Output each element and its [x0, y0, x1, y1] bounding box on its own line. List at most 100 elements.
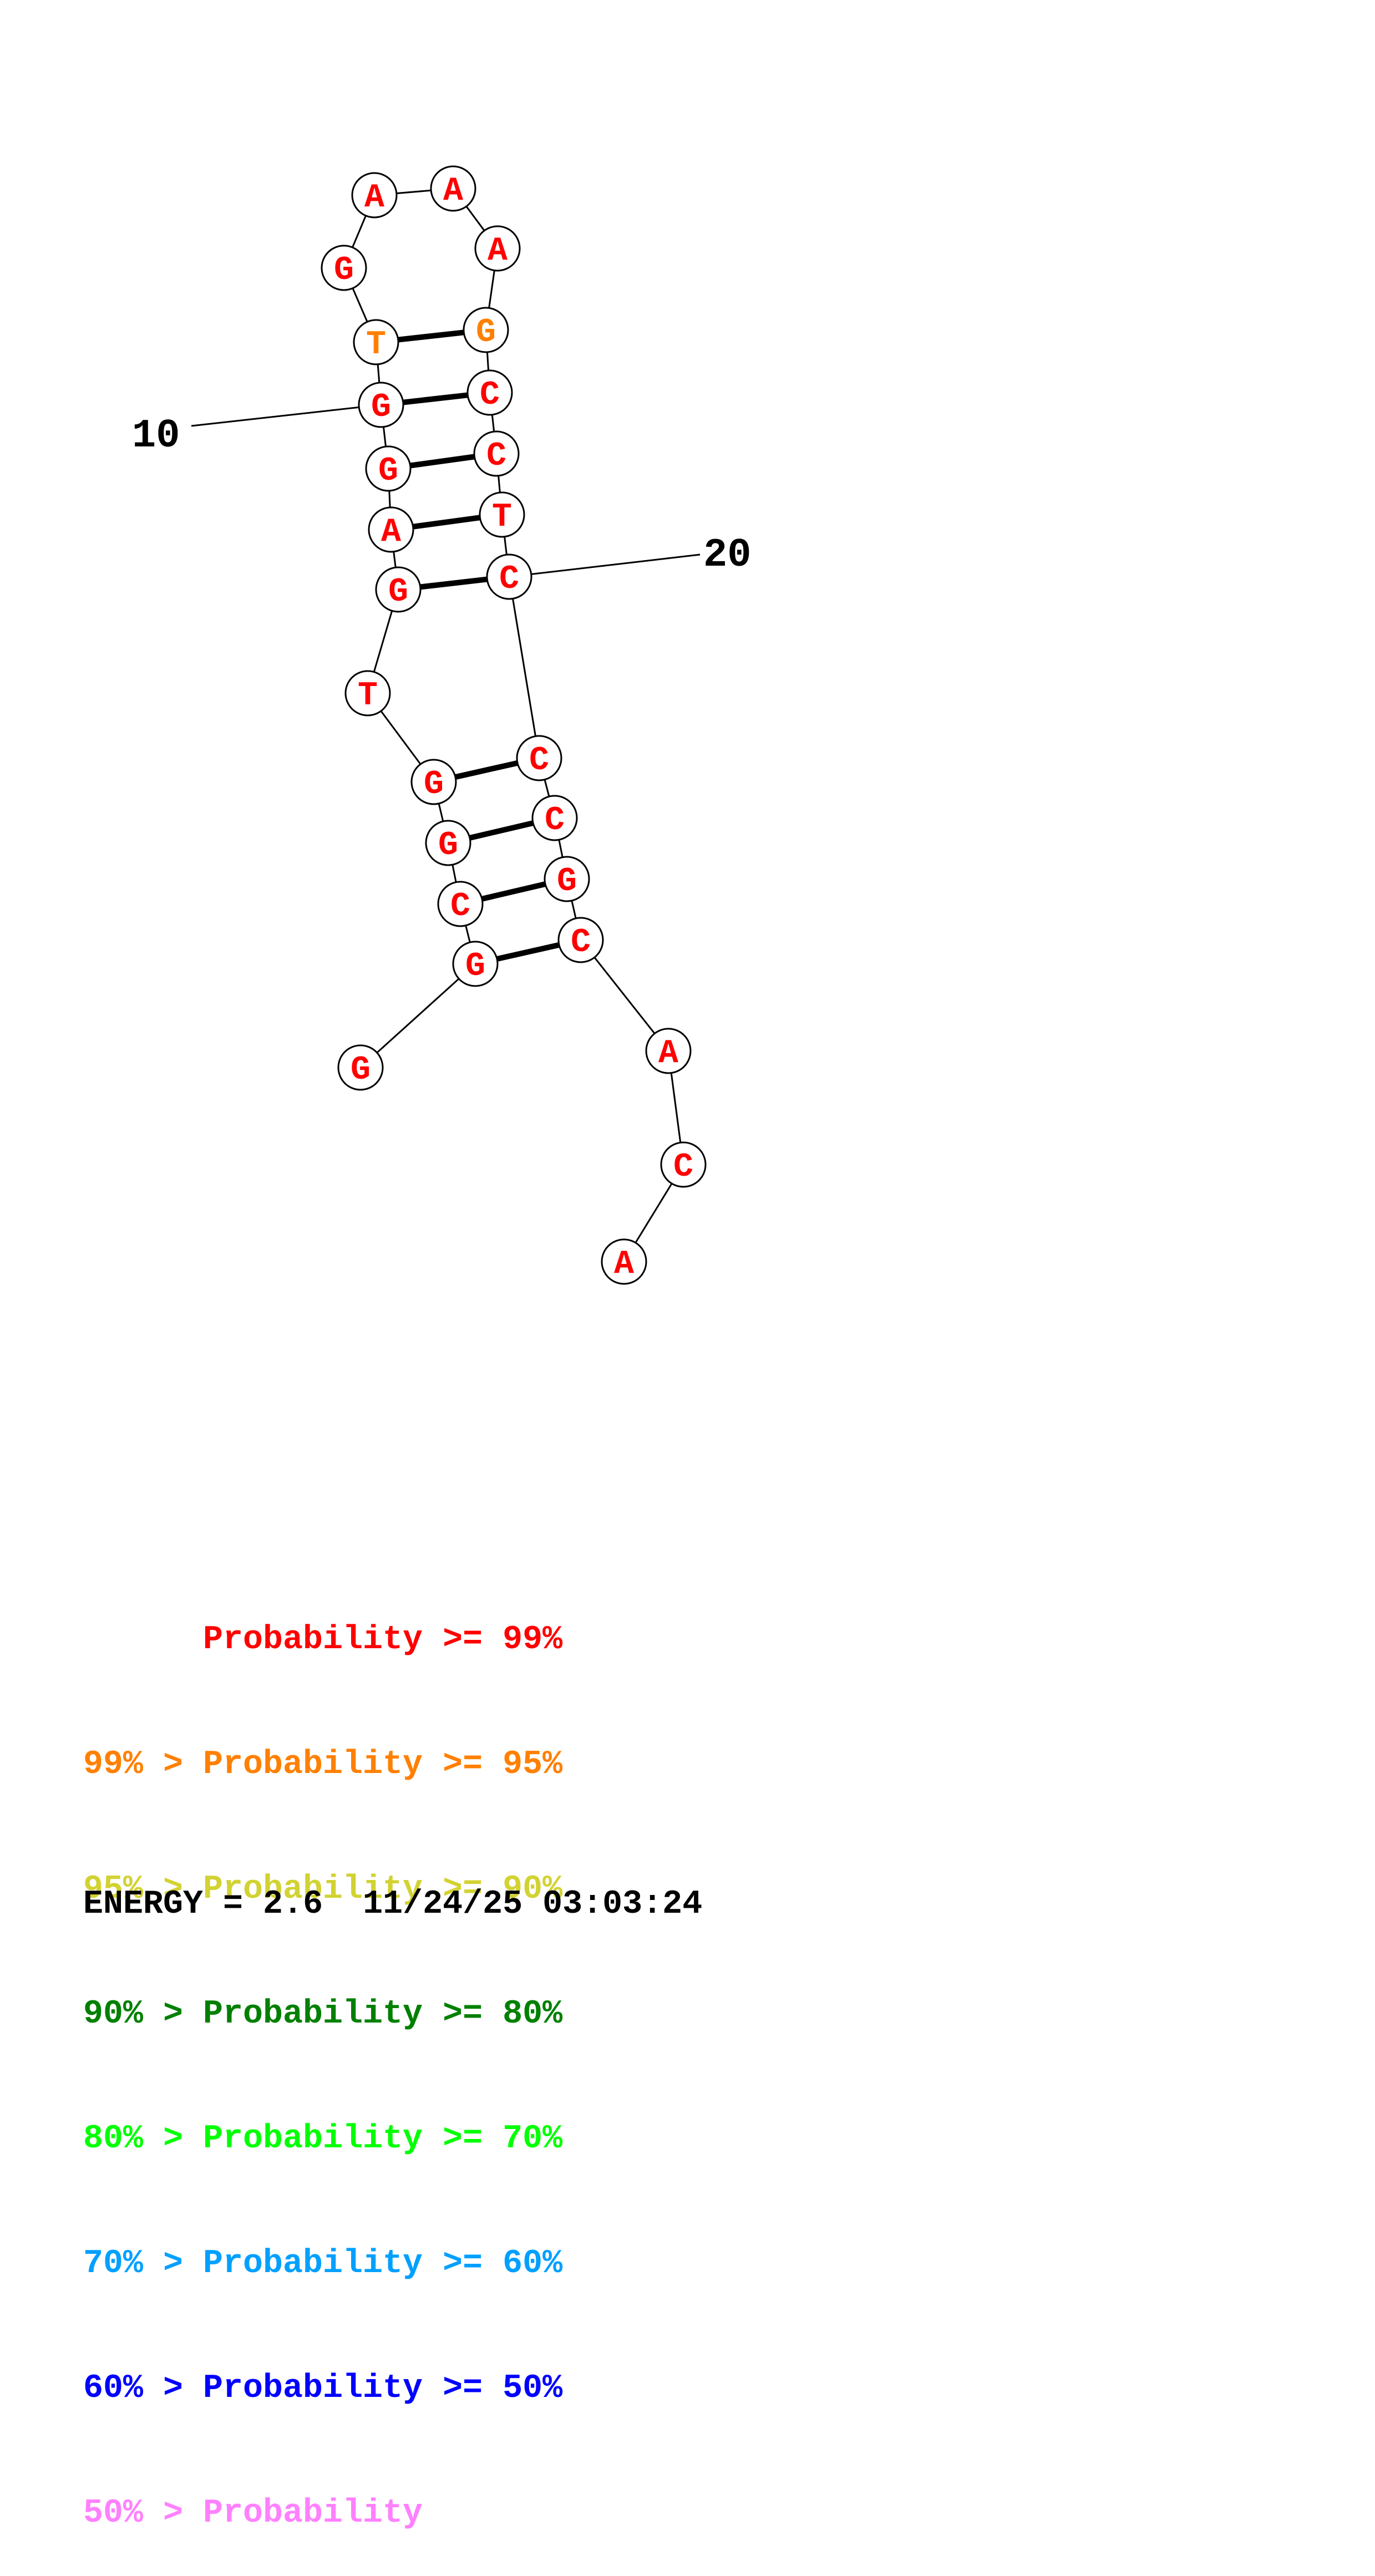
nucleotide-base: C [529, 742, 549, 780]
nucleotide-circle [375, 566, 422, 613]
base-pair-bond [481, 881, 546, 902]
nucleotide-circle [473, 430, 520, 477]
nucleotide-base: T [492, 499, 512, 536]
base-pair-bond [412, 515, 481, 530]
nucleotide: G [544, 856, 590, 902]
nucleotide-base: A [381, 514, 401, 551]
nucleotide: G [321, 245, 367, 291]
legend-left: 90% > [83, 1995, 204, 2033]
legend-label: Probability >= 60% [203, 2245, 563, 2283]
nucleotide-base: C [571, 924, 591, 962]
base-pair-bond [409, 454, 475, 469]
nucleotide: C [660, 1141, 707, 1188]
nucleotide-base: A [614, 1246, 634, 1283]
nucleotide-circle [365, 445, 412, 492]
nucleotide-circle [557, 917, 604, 963]
nucleotide: T [353, 319, 399, 365]
nucleotide: G [425, 820, 471, 866]
base-pairs [398, 329, 560, 962]
backbone-segment [359, 963, 476, 1069]
nucleotide-circle [645, 1028, 692, 1074]
probability-legend: Probability >= 99% 99% > Probability >= … [83, 1536, 562, 2576]
footer: ENERGY = 2.6 11/24/25 03:03:24 [83, 1886, 702, 1923]
nucleotide: A [474, 225, 521, 272]
nucleotide-circle [531, 795, 578, 841]
position-label: 20 [703, 532, 751, 578]
nucleotide: G [463, 307, 509, 353]
nucleotide-circle [601, 1238, 647, 1285]
position-label: 10 [132, 413, 180, 459]
nucleotide: C [486, 553, 532, 600]
nucleotide: C [473, 430, 520, 477]
nucleotide-base: G [557, 863, 577, 901]
nucleotide-circle [410, 759, 457, 805]
nucleotide-circle [516, 735, 562, 781]
base-pair-bond [403, 392, 468, 405]
legend-row: 90% > Probability >= 80% [83, 1994, 562, 2035]
nucleotide-base: C [450, 888, 470, 926]
nucleotide: A [601, 1238, 647, 1285]
legend-label: Probability >= 99% [203, 1621, 563, 1659]
legend-row: 95% > Probability >= 90% [83, 1869, 562, 1911]
nucleotide-circle [425, 820, 471, 866]
nucleotide: T [479, 491, 525, 538]
nucleotide-circle [452, 941, 499, 987]
nucleotide: C [557, 917, 604, 963]
nucleotide-circle [463, 307, 509, 353]
nucleotide: A [645, 1028, 692, 1074]
nucleotide: G [365, 445, 412, 492]
nucleotide-circle [430, 165, 476, 212]
legend-row: 99% > Probability >= 95% [83, 1744, 562, 1786]
nucleotide: G [358, 382, 404, 428]
nucleotide-base: G [476, 314, 496, 352]
nucleotide-circle [474, 225, 521, 272]
legend-left: 60% > [83, 2370, 204, 2407]
legend-label: Probability >= 50% [203, 2370, 563, 2407]
nucleotide: C [531, 795, 578, 841]
legend-row: Probability >= 99% [83, 1619, 562, 1661]
legend-label: Probability [203, 2494, 423, 2532]
nucleotide-circle [486, 553, 532, 600]
nucleotide: C [516, 735, 562, 781]
energy-value: ENERGY = 2.6 [83, 1886, 323, 1923]
legend-left: 80% > [83, 2120, 204, 2158]
nucleotide-base: A [488, 232, 508, 270]
nucleotide: C [437, 881, 484, 927]
nucleotide-base: G [438, 827, 458, 865]
nucleotide-circle [351, 172, 398, 219]
nucleotide-circle [466, 369, 513, 416]
timestamp: 11/24/25 03:03:24 [363, 1886, 703, 1923]
nucleotide: C [466, 369, 513, 416]
nucleotide-circle [337, 1044, 384, 1091]
nucleotide-base: A [443, 172, 463, 210]
nucleotide: A [368, 506, 414, 553]
nucleotide-base: C [499, 561, 519, 598]
legend-label: Probability >= 90% [203, 1871, 563, 1908]
nucleotide-circle [344, 670, 391, 717]
legend-left: 99% > [83, 1746, 204, 1784]
nucleotide-base: G [351, 1051, 371, 1089]
nucleotide-base: T [358, 677, 378, 715]
nucleotide: G [375, 566, 422, 613]
nucleotide: T [344, 670, 391, 717]
legend-row: 50% > Probability [83, 2493, 562, 2534]
nucleotide: A [351, 172, 398, 219]
nucleotide-circle [544, 856, 590, 902]
position-leader-line [191, 404, 382, 427]
nucleotide-circle [660, 1141, 707, 1188]
nucleotide-base: A [364, 179, 384, 217]
legend-label: Probability >= 95% [203, 1746, 563, 1784]
nucleotide: G [452, 941, 499, 987]
nucleotide-base: T [366, 326, 386, 364]
base-pair-bond [398, 329, 464, 343]
nucleotide-base: C [486, 438, 506, 475]
backbone-segment [580, 939, 669, 1051]
nucleotide-base: G [334, 252, 354, 289]
nucleotide: A [430, 165, 476, 212]
backbone-segment [508, 576, 540, 759]
nucleotide-circle [437, 881, 484, 927]
nucleotide-base: C [673, 1149, 693, 1186]
nucleotide-base: C [480, 377, 500, 414]
legend-label: Probability >= 80% [203, 1995, 563, 2033]
